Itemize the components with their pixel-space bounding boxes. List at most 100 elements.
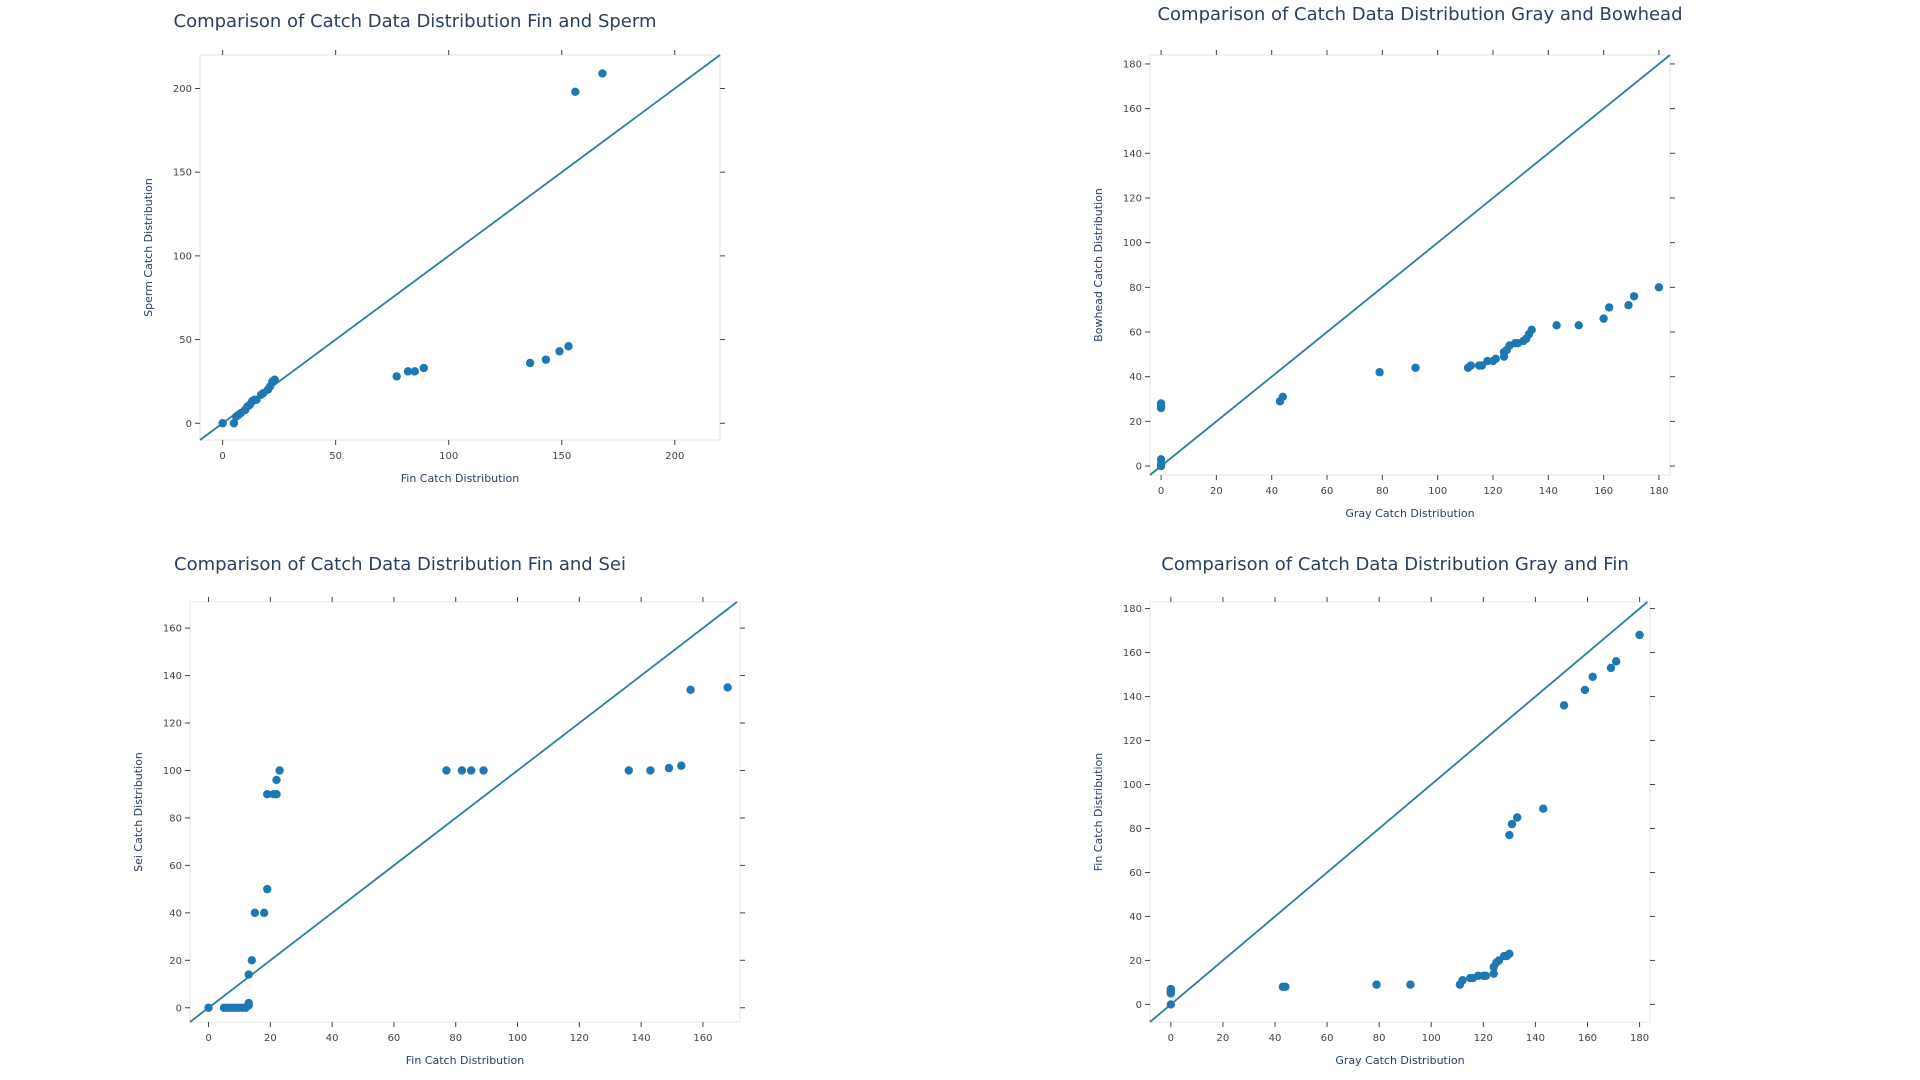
x-tick-label: 40 [1269,1033,1282,1044]
scatter-point [555,347,564,356]
scatter-point [250,908,260,918]
scatter-point [1166,1000,1176,1009]
scatter-point [1539,804,1548,813]
x-tick-label: 150 [552,451,571,462]
scatter-point [646,766,655,775]
scatter-point [1166,984,1176,994]
scatter-point [723,683,732,692]
chart-title: Comparison of Catch Data Distribution Gr… [1157,4,1682,25]
scatter-point [664,763,674,773]
x-tick-label: 180 [1649,486,1668,497]
scatter-point [1281,982,1290,992]
scatter-point [272,790,281,799]
reference-line-y-equals-x [1149,54,1671,476]
scatter-point [270,375,279,384]
chart-panel-gray-fin: Comparison of Catch Data Distribution Gr… [960,540,1920,1080]
scatter-point [1527,325,1536,334]
y-tick-label: 40 [1129,372,1142,383]
y-tick-label: 180 [1123,59,1142,70]
x-tick-label: 80 [1373,1033,1386,1044]
x-tick-label: 20 [264,1033,277,1044]
scatter-point [419,363,429,373]
x-tick-label: 50 [329,451,342,462]
scatter-point [259,908,269,918]
chart-panel-fin-sperm: Comparison of Catch Data Distribution Fi… [0,0,960,540]
scatter-point [244,970,253,979]
x-tick-label: 140 [1539,486,1558,497]
scatter-point [442,766,451,775]
x-axis-title: Fin Catch Distribution [406,1054,525,1067]
y-tick-label: 160 [163,624,182,635]
scatter-point [1505,830,1514,840]
chart-panel-fin-sei: Comparison of Catch Data Distribution Fi… [0,540,960,1080]
y-axis-title: Sperm Catch Distribution [142,178,155,317]
scatter-point [1156,399,1166,408]
y-tick-label: 20 [1129,956,1142,967]
scatter-point [1559,701,1569,710]
x-tick-label: 0 [219,451,225,462]
scatter-point [1588,672,1597,681]
scatter-point [1606,663,1616,673]
y-tick-label: 0 [1136,1000,1142,1011]
scatter-point [1512,813,1522,822]
x-tick-label: 100 [508,1033,527,1044]
x-tick-label: 0 [1168,1033,1174,1044]
y-tick-label: 20 [1129,417,1142,428]
y-tick-label: 100 [1123,780,1142,791]
y-tick-label: 200 [173,84,192,95]
scatter-point [1604,303,1614,312]
y-tick-label: 80 [169,813,182,824]
scatter-point [525,358,535,368]
scatter-point [1156,455,1166,464]
scatter-chart-gray-bowhead: Comparison of Catch Data Distribution Gr… [1092,4,1683,520]
scatter-point [1629,292,1639,301]
y-tick-label: 60 [1129,868,1142,879]
scatter-point [1489,969,1498,978]
scatter-point [1654,283,1664,292]
scatter-point [1574,321,1583,330]
y-tick-label: 140 [1123,692,1142,703]
x-tick-label: 160 [1578,1033,1597,1044]
x-axis-title: Gray Catch Distribution [1345,507,1474,520]
scatter-point [218,419,227,428]
y-tick-label: 0 [1136,462,1142,473]
scatter-point [457,766,467,775]
y-tick-label: 160 [1123,648,1142,659]
x-tick-label: 60 [1321,1033,1334,1044]
x-tick-label: 100 [1422,1033,1441,1044]
scatter-point [1599,314,1608,323]
chart-title: Comparison of Catch Data Distribution Fi… [174,554,626,575]
x-tick-label: 80 [449,1033,462,1044]
scatter-point [1458,976,1467,985]
scatter-point [263,884,272,894]
chart-panel-gray-bowhead: Comparison of Catch Data Distribution Gr… [960,0,1920,540]
x-tick-label: 140 [632,1033,651,1044]
x-tick-label: 160 [693,1033,712,1044]
scatter-chart-fin-sperm: Comparison of Catch Data Distribution Fi… [142,11,725,485]
scatter-point [571,87,580,97]
y-tick-label: 0 [186,419,192,430]
y-tick-label: 20 [169,956,182,967]
scatter-point [1491,354,1500,364]
x-tick-label: 0 [1158,486,1164,497]
y-tick-label: 80 [1129,283,1142,294]
reference-line-y-equals-x [189,601,738,1023]
y-tick-label: 0 [176,1003,182,1014]
x-tick-label: 120 [1483,486,1502,497]
scatter-point [1635,630,1644,640]
chart-title: Comparison of Catch Data Distribution Gr… [1161,554,1628,575]
reference-line-y-equals-x [199,54,721,441]
y-tick-label: 120 [1123,193,1142,204]
y-tick-label: 140 [163,671,182,682]
scatter-point [1278,392,1287,402]
scatter-point [244,998,253,1008]
x-tick-label: 100 [1428,486,1447,497]
x-tick-label: 80 [1376,486,1389,497]
scatter-point [466,766,476,775]
scatter-point [1372,980,1381,989]
y-axis-title: Sei Catch Distribution [132,752,145,872]
y-tick-label: 140 [1123,149,1142,160]
y-tick-label: 120 [163,719,182,730]
reference-line-y-equals-x [1149,601,1648,1023]
x-tick-label: 60 [1321,486,1334,497]
